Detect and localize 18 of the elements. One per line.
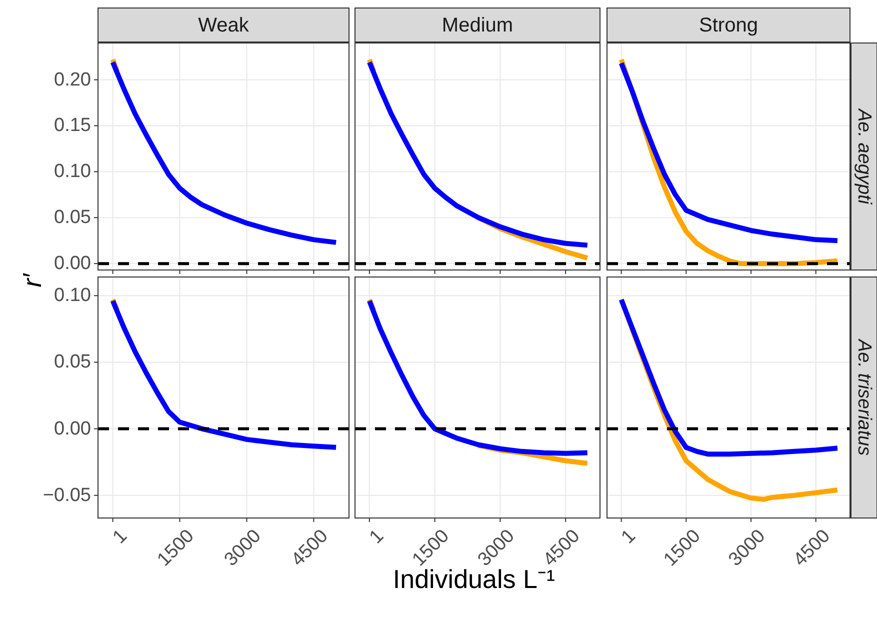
y-tick-label: 0.10	[54, 161, 91, 182]
y-axis-title: r′	[17, 272, 47, 288]
y-tick-label: 0.15	[54, 115, 91, 136]
y-tick-label: −0.05	[42, 484, 91, 506]
y-tick-label: 0.20	[54, 69, 91, 90]
y-tick-label: 0.00	[54, 253, 91, 274]
y-tick-label: 0.05	[54, 352, 91, 373]
text: Ae. aegypti	[854, 108, 874, 205]
chart-title: Weak	[198, 14, 250, 36]
x-tick-label: 1	[618, 526, 640, 548]
chart-title: Strong	[699, 14, 758, 36]
y-tick-label: 0.00	[54, 418, 91, 440]
y-tick-label: 0.05	[54, 207, 91, 228]
y-tick-label: 0.10	[54, 285, 91, 306]
x-tick-label: 1	[109, 526, 132, 548]
chart-title: Medium	[442, 14, 514, 36]
x-tick-label: 1	[366, 526, 388, 548]
text: Ae. triseriatus	[854, 338, 874, 456]
